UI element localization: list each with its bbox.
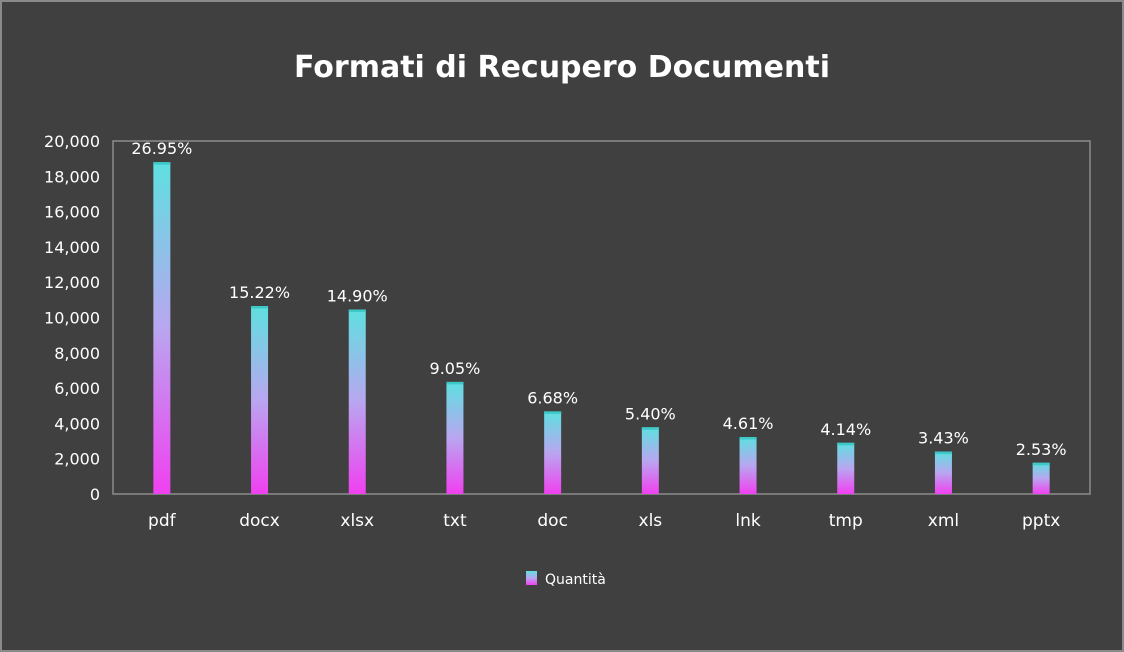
y-tick-label: 2,000 <box>54 450 100 469</box>
bar-doc[interactable] <box>544 411 562 494</box>
x-tick-label: txt <box>443 511 467 531</box>
data-label-docx: 15.22% <box>229 283 290 302</box>
y-tick-label: 6,000 <box>54 379 100 398</box>
data-labels-group: 26.95% 15.22% 14.90% 9.05% 6.68% 5.40% 4.61% 4.… <box>131 139 1066 459</box>
legend[interactable]: Quantità <box>526 571 606 588</box>
bar-docx[interactable] <box>251 306 269 494</box>
y-tick-label: 4,000 <box>54 414 100 433</box>
bar-cap-xml <box>934 451 952 455</box>
y-tick-label: 10,000 <box>44 309 100 328</box>
bar-xls[interactable] <box>641 427 659 494</box>
data-label-xlsx: 14.90% <box>327 287 388 306</box>
bar-cap-xls <box>641 427 659 430</box>
bar-pptx[interactable] <box>1032 462 1050 494</box>
data-label-xls: 5.40% <box>625 404 676 423</box>
data-label-doc: 6.68% <box>527 388 578 407</box>
x-tick-label: pptx <box>1022 511 1060 531</box>
x-axis: pdf docx xlsx txt doc xls lnk tmp xml pptx <box>148 511 1060 531</box>
bar-cap-tmp <box>837 442 855 446</box>
x-tick-label: docx <box>239 511 280 531</box>
x-tick-label: xlsx <box>340 511 374 531</box>
chart-title: Formati di Recupero Documenti <box>294 50 830 85</box>
bar-cap-docx <box>251 306 269 309</box>
legend-label: Quantità <box>545 572 606 588</box>
y-tick-label: 8,000 <box>54 344 100 363</box>
x-tick-label: lnk <box>735 511 760 531</box>
x-tick-label: pdf <box>148 511 177 531</box>
plot-area <box>112 140 1091 495</box>
y-tick-label: 18,000 <box>44 167 100 186</box>
bar-cap-doc <box>544 411 562 414</box>
legend-swatch <box>526 571 537 585</box>
y-tick-label: 0 <box>90 485 100 504</box>
data-label-tmp: 4.14% <box>820 420 871 439</box>
bar-cap-pptx <box>1032 462 1050 466</box>
y-axis: 0 2,000 4,000 6,000 8,000 10,000 12,000 14,000 1… <box>44 132 100 504</box>
x-tick-label: xml <box>928 511 959 531</box>
bar-xml[interactable] <box>934 451 952 494</box>
x-tick-label: tmp <box>829 511 863 531</box>
bar-txt[interactable] <box>446 381 464 494</box>
x-tick-label: doc <box>537 511 568 531</box>
data-label-lnk: 4.61% <box>723 414 774 433</box>
bar-pdf[interactable] <box>153 162 171 494</box>
bar-cap-xlsx <box>348 309 366 313</box>
data-label-txt: 9.05% <box>430 359 481 378</box>
data-label-xml: 3.43% <box>918 429 969 448</box>
bar-lnk[interactable] <box>739 436 757 494</box>
x-tick-label: xls <box>639 511 663 531</box>
bar-xlsx[interactable] <box>348 309 366 494</box>
data-label-pdf: 26.95% <box>131 139 192 158</box>
bar-cap-lnk <box>739 436 757 440</box>
bar-cap-txt <box>446 381 464 385</box>
bar-cap-pdf <box>153 162 171 165</box>
y-tick-label: 16,000 <box>44 203 100 222</box>
y-tick-label: 14,000 <box>44 238 100 257</box>
y-tick-label: 20,000 <box>44 132 100 151</box>
data-label-pptx: 2.53% <box>1016 440 1067 459</box>
bar-tmp[interactable] <box>837 442 855 494</box>
bars-group <box>153 162 1050 494</box>
y-tick-label: 12,000 <box>44 273 100 292</box>
